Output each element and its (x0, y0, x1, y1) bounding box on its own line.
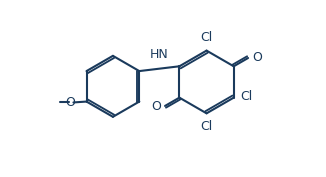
Text: Cl: Cl (240, 90, 252, 103)
Text: O: O (66, 96, 75, 109)
Text: Cl: Cl (200, 31, 213, 44)
Text: HN: HN (150, 48, 169, 61)
Text: O: O (151, 100, 161, 113)
Text: O: O (252, 51, 262, 64)
Text: Cl: Cl (200, 120, 213, 133)
